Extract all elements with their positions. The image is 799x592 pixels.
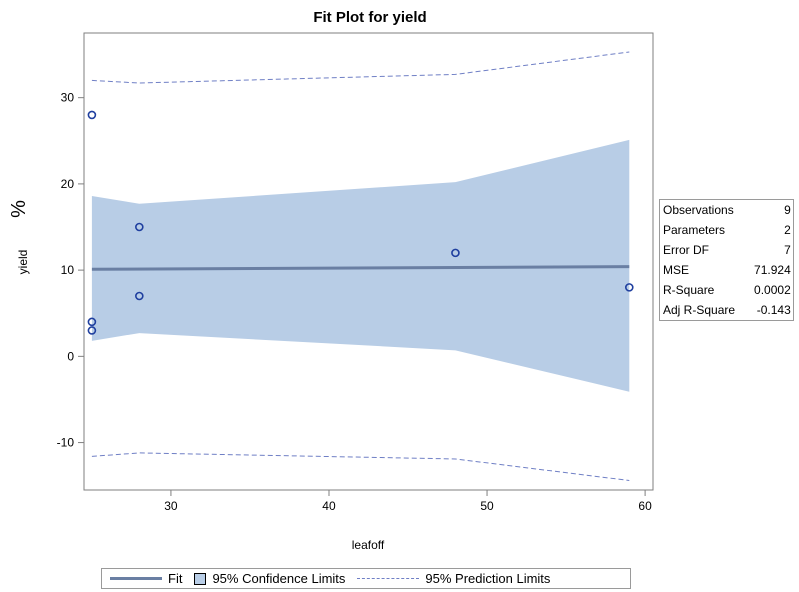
data-point bbox=[87, 326, 97, 335]
y-axis-unit-label: % bbox=[8, 200, 30, 218]
stats-row: Parameters 2 bbox=[660, 220, 794, 240]
point-layer bbox=[87, 110, 634, 335]
data-point bbox=[451, 248, 460, 258]
y-tick-label: 0 bbox=[67, 349, 74, 363]
band-layer bbox=[91, 139, 630, 392]
x-tick-label: 40 bbox=[322, 499, 336, 513]
stats-label: Parameters bbox=[663, 222, 726, 237]
stats-value: 7 bbox=[784, 242, 791, 257]
confidence-swatch bbox=[194, 572, 207, 585]
stats-row: Observations 9 bbox=[660, 200, 794, 221]
fit-line bbox=[91, 265, 630, 271]
stats-label: MSE bbox=[663, 262, 690, 277]
stats-label: R-Square bbox=[663, 282, 715, 297]
x-tick-label: 60 bbox=[638, 499, 652, 513]
chart-title: Fit Plot for yield bbox=[313, 9, 426, 26]
data-point bbox=[624, 283, 634, 292]
y-tick-label: 30 bbox=[61, 91, 75, 105]
fit-line-swatch bbox=[110, 577, 162, 580]
prediction-limit-upper bbox=[91, 51, 630, 84]
stats-value: 71.924 bbox=[754, 262, 791, 277]
y-tick-label: -10 bbox=[57, 436, 75, 450]
confidence-band bbox=[91, 139, 630, 392]
stats-label: Observations bbox=[663, 202, 734, 217]
stats-value: -0.143 bbox=[756, 302, 791, 317]
stats-value: 9 bbox=[784, 202, 791, 217]
legend: Fit 95% Confidence Limits 95% Prediction… bbox=[101, 568, 631, 589]
x-tick-label: 30 bbox=[164, 499, 178, 513]
x-axis-label: leafoff bbox=[352, 538, 385, 552]
data-point bbox=[135, 291, 144, 301]
y-tick-label: 20 bbox=[61, 177, 75, 191]
data-point bbox=[87, 110, 97, 120]
line-layer bbox=[91, 51, 630, 482]
stats-label: Adj R-Square bbox=[663, 302, 736, 317]
legend-item-fit: Fit bbox=[110, 571, 182, 586]
stats-value: 2 bbox=[784, 222, 791, 237]
x-tick-label: 50 bbox=[480, 499, 494, 513]
prediction-swatch bbox=[357, 578, 420, 579]
data-point bbox=[135, 222, 144, 232]
data-point bbox=[87, 317, 97, 327]
y-tick-label: 10 bbox=[61, 263, 75, 277]
stats-row: Error DF 7 bbox=[660, 240, 794, 260]
y-axis-label: yield bbox=[16, 250, 30, 275]
fit-statistics-table: Observations 9 Parameters 2 Error DF 7 MSE 71.9… bbox=[659, 199, 794, 321]
plot-frame bbox=[83, 32, 654, 491]
stats-value: 0.0002 bbox=[754, 282, 791, 297]
legend-label-prediction: 95% Prediction Limits bbox=[425, 571, 551, 586]
legend-item-prediction: 95% Prediction Limits bbox=[357, 571, 550, 586]
legend-item-confidence: 95% Confidence Limits bbox=[194, 571, 345, 586]
stats-row: Adj R-Square -0.143 bbox=[660, 300, 794, 321]
legend-label-confidence: 95% Confidence Limits bbox=[212, 571, 346, 586]
prediction-limit-lower bbox=[91, 452, 630, 482]
legend-label-fit: Fit bbox=[168, 571, 183, 586]
axis-layer: 30 40 50 60 -10 0 10 20 30 bbox=[57, 91, 652, 513]
stats-label: Error DF bbox=[663, 242, 709, 257]
stats-row: MSE 71.924 bbox=[660, 260, 794, 280]
stats-row: R-Square 0.0002 bbox=[660, 280, 794, 300]
